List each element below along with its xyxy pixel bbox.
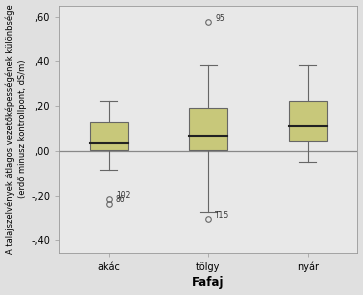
Text: 102: 102 <box>116 191 130 200</box>
Bar <box>90 122 128 150</box>
Y-axis label: A talajszelvények átlagos vezetőképességének különbsége
(erdő minusz kontrollpon: A talajszelvények átlagos vezetőképesség… <box>5 4 27 254</box>
Text: T15: T15 <box>215 211 229 220</box>
Text: 95: 95 <box>215 14 225 23</box>
Bar <box>289 101 327 141</box>
X-axis label: Fafaj: Fafaj <box>192 276 224 289</box>
Text: 86: 86 <box>116 195 125 204</box>
Bar <box>189 109 227 150</box>
